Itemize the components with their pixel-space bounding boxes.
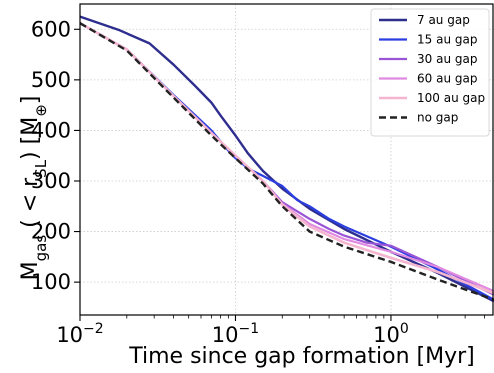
y-tick-label: 600: [31, 17, 71, 41]
x-tick-base: 10: [56, 323, 83, 347]
series-line: [79, 22, 494, 295]
y-tick-label: 100: [31, 270, 71, 294]
y-label-paren-close: ) [M: [18, 117, 43, 160]
x-tick-label: 10−2: [56, 321, 103, 347]
legend-label: no gap: [417, 111, 458, 125]
plot-series: [79, 15, 494, 303]
x-tick-label: 100: [373, 321, 409, 347]
legend-label: 100 au gap: [417, 91, 485, 105]
x-tick-exponent: −2: [83, 321, 104, 337]
y-tick-label: 500: [31, 68, 71, 92]
y-label-main: M: [18, 261, 43, 280]
legend-label: 30 au gap: [417, 52, 477, 66]
x-tick-base: 10: [212, 323, 239, 347]
legend-label: 15 au gap: [417, 33, 477, 47]
y-axis-label: Mgas ( < rSL) [M⊕]: [18, 96, 50, 281]
y-label-unit-symbol: ⊕: [32, 104, 50, 117]
x-tick-label: 10−1: [212, 321, 259, 347]
y-tick-label: 200: [31, 220, 71, 244]
series-line: [79, 15, 494, 303]
x-axis-label: Time since gap formation [Myr]: [128, 344, 475, 369]
y-tick-label: 400: [31, 118, 71, 142]
y-label-paren-open: ( < r: [18, 177, 43, 235]
legend-label: 7 au gap: [417, 13, 470, 27]
y-label-sub: gas: [32, 235, 50, 262]
plot-frame: [79, 3, 494, 316]
x-tick-base: 10: [373, 323, 400, 347]
y-tick-label: 300: [31, 169, 71, 193]
x-tick-exponent: 0: [400, 321, 409, 337]
x-tick-exponent: −1: [239, 321, 260, 337]
y-label-paren-sub: SL: [32, 159, 50, 178]
y-label-end: ]: [18, 96, 43, 105]
legend-label: 60 au gap: [417, 72, 477, 86]
series-line: [79, 22, 494, 301]
legend: 7 au gap 15 au gap 30 au gap 60 au gap 100 a…: [370, 8, 490, 137]
legend-frame: [370, 8, 490, 137]
